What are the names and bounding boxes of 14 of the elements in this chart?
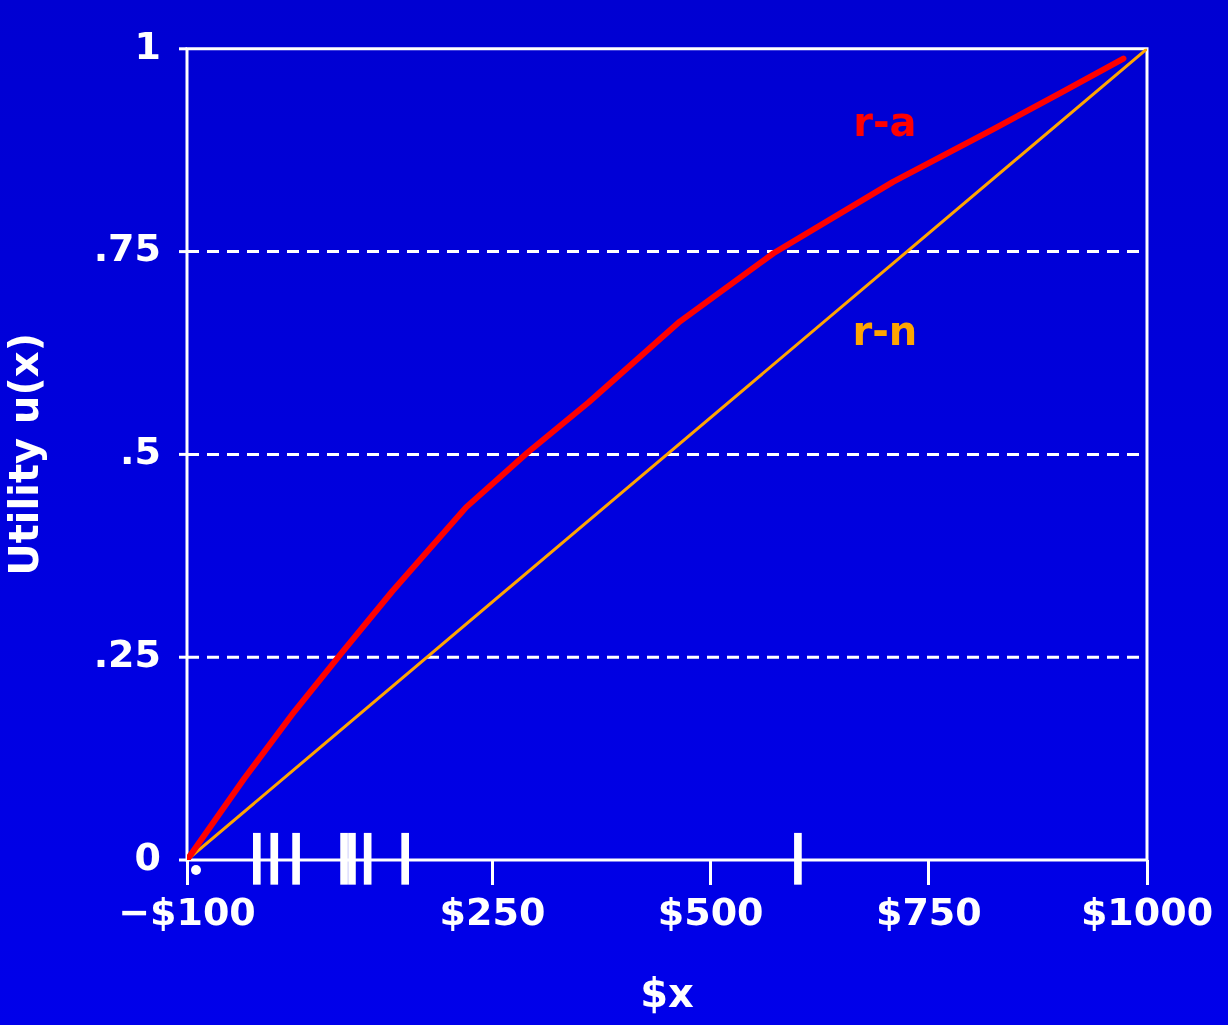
y-tick-label: .25 <box>93 632 161 677</box>
x-tick-label: $500 <box>657 889 764 934</box>
y-tick-label: .5 <box>120 429 161 474</box>
y-tick-label: .75 <box>93 226 161 271</box>
series-label: r-n <box>852 307 918 354</box>
y-tick-label: 1 <box>134 23 161 68</box>
series-label: r-a <box>853 99 917 146</box>
y-tick-label: 0 <box>134 834 161 879</box>
y-axis-title: Utility u(x) <box>1 333 48 576</box>
x-tick-label: $250 <box>439 889 546 934</box>
x-axis-title: $x <box>640 970 695 1017</box>
x-tick-label: −$100 <box>118 889 256 934</box>
x-tick-label: $1000 <box>1080 889 1214 934</box>
x-tick-label: $750 <box>875 889 982 934</box>
